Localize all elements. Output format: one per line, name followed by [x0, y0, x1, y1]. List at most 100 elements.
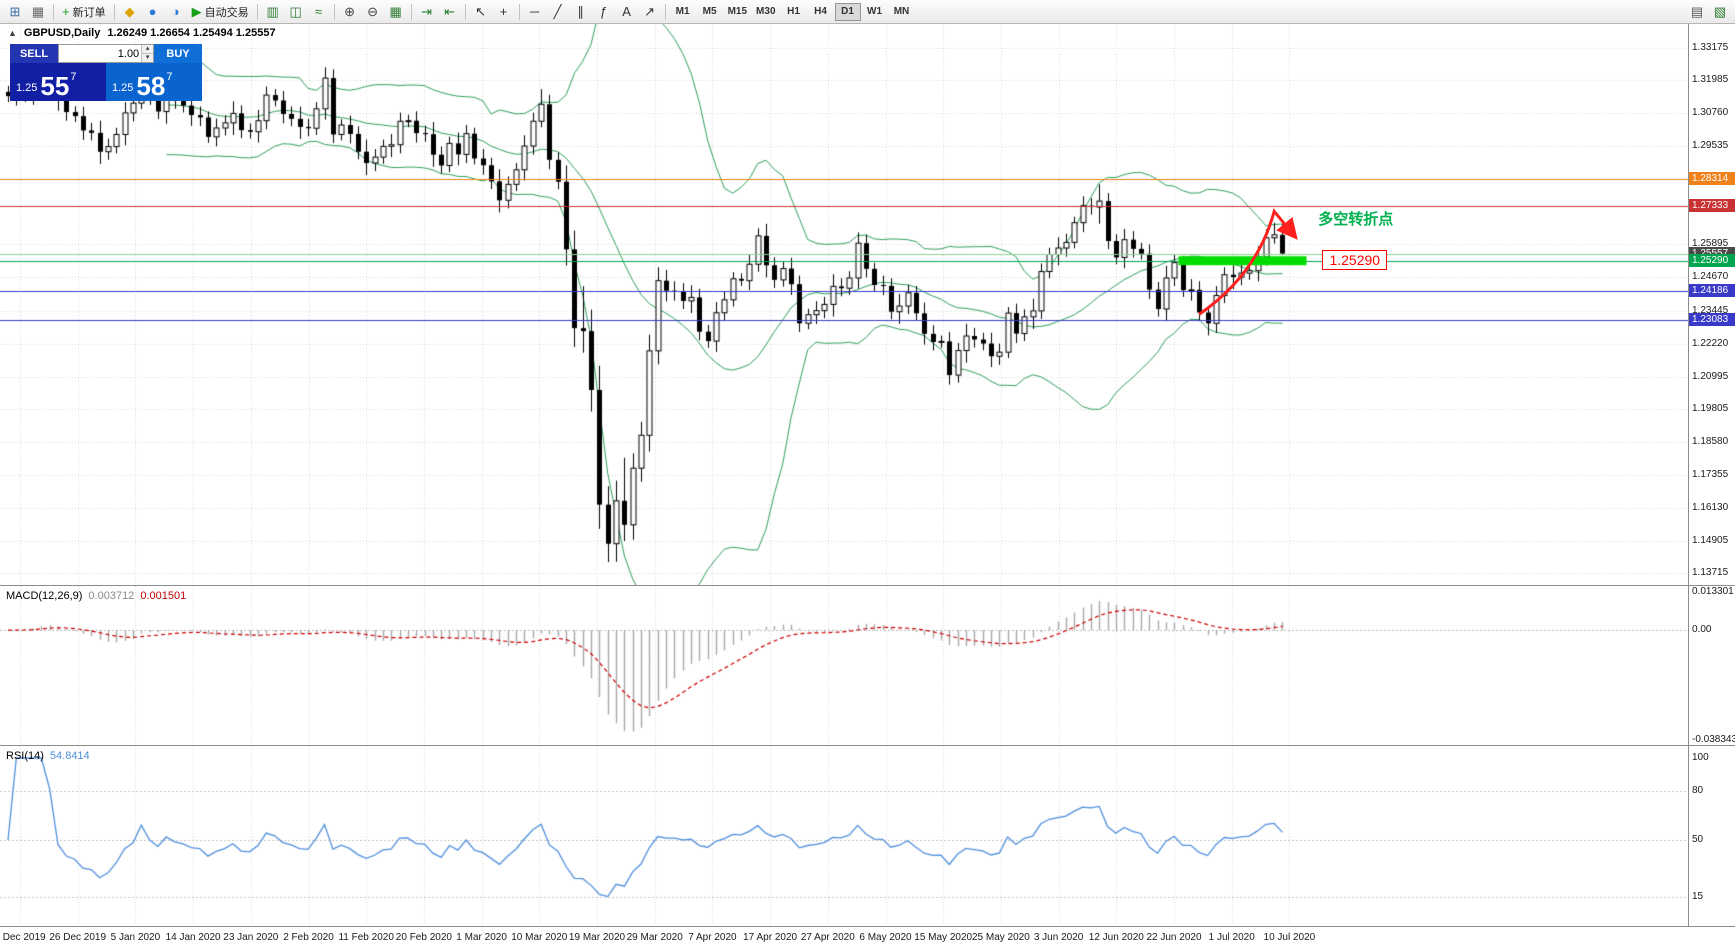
- sell-button[interactable]: SELL: [10, 44, 58, 63]
- volume-input[interactable]: [59, 45, 142, 62]
- buy-price-big: 58: [136, 70, 166, 101]
- market-watch-icon: ●: [148, 4, 157, 19]
- printer-icon[interactable]: ▤: [1686, 2, 1708, 22]
- candlestick-chart-icon: ◫: [289, 4, 302, 19]
- time-axis-tick: 22 Jun 2020: [1146, 932, 1202, 943]
- price-axis-badge: 1.28314: [1689, 172, 1735, 186]
- arrows-tool-icon[interactable]: ↗: [639, 2, 661, 22]
- zoom-in-icon[interactable]: ⊕: [339, 2, 361, 22]
- bar-chart-icon[interactable]: ▥: [262, 2, 284, 22]
- rsi-panel-canvas[interactable]: [0, 746, 1688, 926]
- macd-panel-canvas[interactable]: [0, 586, 1688, 745]
- crosshair-icon[interactable]: +: [493, 2, 515, 22]
- sell-price-quote[interactable]: 1.25 55 7: [10, 63, 106, 101]
- bar-chart-icon: ▥: [266, 4, 279, 19]
- timeframe-button-h4[interactable]: H4: [808, 3, 834, 21]
- timeframe-button-m5[interactable]: M5: [697, 3, 723, 21]
- main-chart-canvas[interactable]: [0, 24, 1688, 585]
- support-price-flag[interactable]: 1.25290: [1322, 249, 1388, 270]
- fibonacci-icon[interactable]: ƒ: [593, 2, 615, 22]
- price-axis-badge: 1.27333: [1689, 198, 1735, 212]
- price-axis-tick: 1.13715: [1692, 567, 1729, 578]
- line-chart-icon[interactable]: ≈: [308, 2, 330, 22]
- zoom-out-icon: ⊖: [367, 4, 379, 19]
- macd-signal-value: 0.001501: [140, 590, 187, 602]
- buy-price-quote[interactable]: 1.25 58 7: [106, 63, 202, 101]
- line-chart-icon: ≈: [315, 4, 323, 19]
- macd-scale-tick: 0.00: [1692, 624, 1712, 636]
- timeframe-button-d1[interactable]: D1: [834, 2, 861, 21]
- chart-ohlc-values: 1.26249 1.26654 1.25494 1.25557: [107, 27, 276, 39]
- chart-shift-icon[interactable]: ⇤: [439, 2, 461, 22]
- new-order-button[interactable]: + 新订单: [58, 2, 110, 22]
- turning-point-note[interactable]: 多空转折点: [1318, 211, 1394, 229]
- equidistant-channel-icon[interactable]: ∥: [570, 2, 592, 22]
- timeframe-button-m15[interactable]: M15: [724, 3, 751, 21]
- new-order-button-label: 新订单: [72, 6, 106, 19]
- tile-windows-icon[interactable]: ▦: [385, 2, 407, 22]
- rsi-name: RSI(14): [6, 750, 44, 762]
- price-axis-badge: 1.24186: [1689, 283, 1735, 297]
- buy-button[interactable]: BUY: [154, 44, 202, 63]
- horizontal-line-icon: ─: [529, 4, 540, 19]
- timeframe-button-h1[interactable]: H1: [781, 3, 807, 21]
- new-chart-icon[interactable]: ⊞: [4, 2, 26, 22]
- volume-down-button[interactable]: ▾: [142, 54, 153, 62]
- macd-label: MACD(12,26,9) 0.003712 0.001501: [6, 590, 186, 602]
- time-axis-tick: 12 Jun 2020: [1088, 932, 1144, 943]
- chart-title: GBPUSD,Daily: [23, 27, 101, 39]
- macd-rsi-splitter[interactable]: [0, 745, 1735, 746]
- chart-profiles-icon[interactable]: ▦: [27, 2, 49, 22]
- fibonacci-icon: ƒ: [599, 4, 608, 19]
- time-axis-tick: 10 Mar 2020: [511, 932, 568, 943]
- zoom-out-icon[interactable]: ⊖: [362, 2, 384, 22]
- printer-icon: ▤: [1690, 4, 1704, 19]
- alerts-icon[interactable]: ◆: [119, 2, 141, 22]
- rsi-scale-tick: 50: [1692, 834, 1704, 845]
- sell-price-pip: 7: [70, 71, 77, 83]
- price-axis-tick: 1.22220: [1692, 337, 1729, 349]
- rsi-timeaxis-splitter[interactable]: [0, 926, 1735, 927]
- price-axis-badge: 1.23083: [1689, 313, 1735, 327]
- volume-up-button[interactable]: ▴: [142, 45, 153, 54]
- buy-price-small: 1.25: [112, 82, 134, 94]
- horizontal-line-icon[interactable]: ─: [524, 2, 546, 22]
- chart-properties-icon[interactable]: ▧: [1709, 2, 1731, 22]
- price-axis-tick: 1.20995: [1692, 370, 1729, 382]
- price-axis-tick: 1.18580: [1692, 435, 1729, 447]
- time-axis-tick: 15 May 2020: [914, 932, 973, 943]
- price-axis-badge: 1.25290: [1689, 253, 1735, 267]
- macd-name: MACD(12,26,9): [6, 590, 83, 602]
- buy-price-pip: 7: [166, 71, 173, 83]
- toolbar-separator: [410, 3, 412, 20]
- timeframe-button-mn[interactable]: MN: [889, 3, 915, 21]
- price-axis-tick: 1.29535: [1692, 140, 1729, 152]
- equidistant-channel-icon: ∥: [577, 4, 584, 19]
- trendline-icon[interactable]: ╱: [547, 2, 569, 22]
- time-axis-tick: 10 Jul 2020: [1263, 932, 1316, 943]
- market-watch-icon[interactable]: ●: [142, 2, 164, 22]
- chart-properties-icon: ▧: [1713, 4, 1727, 19]
- time-axis-tick: 7 Dec 2019: [0, 932, 46, 943]
- price-axis-tick: 1.24670: [1692, 271, 1729, 283]
- autotrading-button[interactable]: ▶ 自动交易: [188, 2, 253, 22]
- time-axis-tick: 11 Feb 2020: [338, 932, 394, 943]
- navigator-icon[interactable]: ◑: [165, 2, 187, 22]
- main-macd-splitter[interactable]: [0, 585, 1735, 586]
- cursor-icon[interactable]: ↖: [470, 2, 492, 22]
- rsi-scale-tick: 80: [1692, 784, 1704, 796]
- candlestick-chart-icon[interactable]: ◫: [285, 2, 307, 22]
- arrows-tool-icon: ↗: [644, 4, 656, 19]
- timeframe-button-m30[interactable]: M30: [752, 3, 779, 21]
- crosshair-icon: +: [499, 4, 508, 19]
- price-axis-tick: 1.31985: [1692, 74, 1729, 86]
- one-click-toggle-icon[interactable]: ▲: [8, 28, 17, 38]
- time-axis-tick: 20 Feb 2020: [395, 932, 452, 943]
- price-axis-tick: 1.14905: [1692, 534, 1729, 546]
- text-icon[interactable]: A: [616, 2, 638, 22]
- macd-scale-tick: -0.038343: [1692, 734, 1735, 745]
- timeframe-button-m1[interactable]: M1: [670, 3, 696, 21]
- timeframe-button-w1[interactable]: W1: [862, 3, 888, 21]
- auto-scroll-icon[interactable]: ⇥: [416, 2, 438, 22]
- price-axis-tick: 1.30760: [1692, 107, 1729, 119]
